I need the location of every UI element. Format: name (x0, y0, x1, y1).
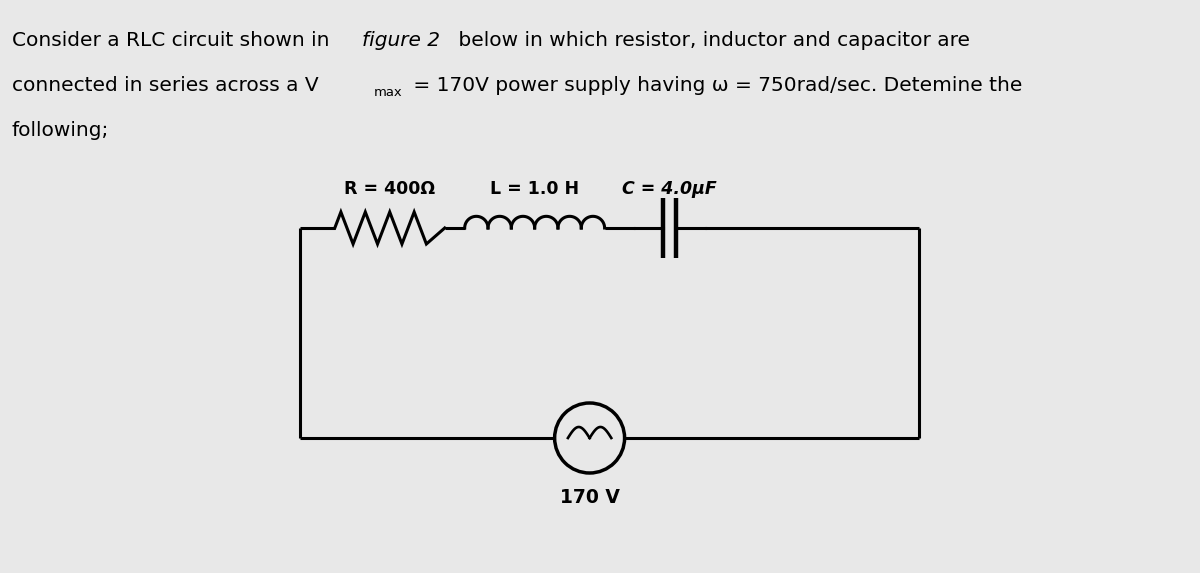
Text: = 170V power supply having ω = 750rad/sec. Detemine the: = 170V power supply having ω = 750rad/se… (407, 76, 1022, 95)
Text: figure 2: figure 2 (361, 31, 439, 50)
Text: max: max (373, 86, 402, 99)
Text: 170 V: 170 V (559, 488, 619, 507)
Text: C = 4.0μF: C = 4.0μF (622, 180, 716, 198)
Text: connected in series across a V: connected in series across a V (12, 76, 319, 95)
Text: L = 1.0 H: L = 1.0 H (490, 180, 580, 198)
Text: R = 400Ω: R = 400Ω (344, 180, 436, 198)
Text: Consider a RLC circuit shown in: Consider a RLC circuit shown in (12, 31, 336, 50)
Text: following;: following; (12, 121, 109, 140)
Text: below in which resistor, inductor and capacitor are: below in which resistor, inductor and ca… (451, 31, 970, 50)
